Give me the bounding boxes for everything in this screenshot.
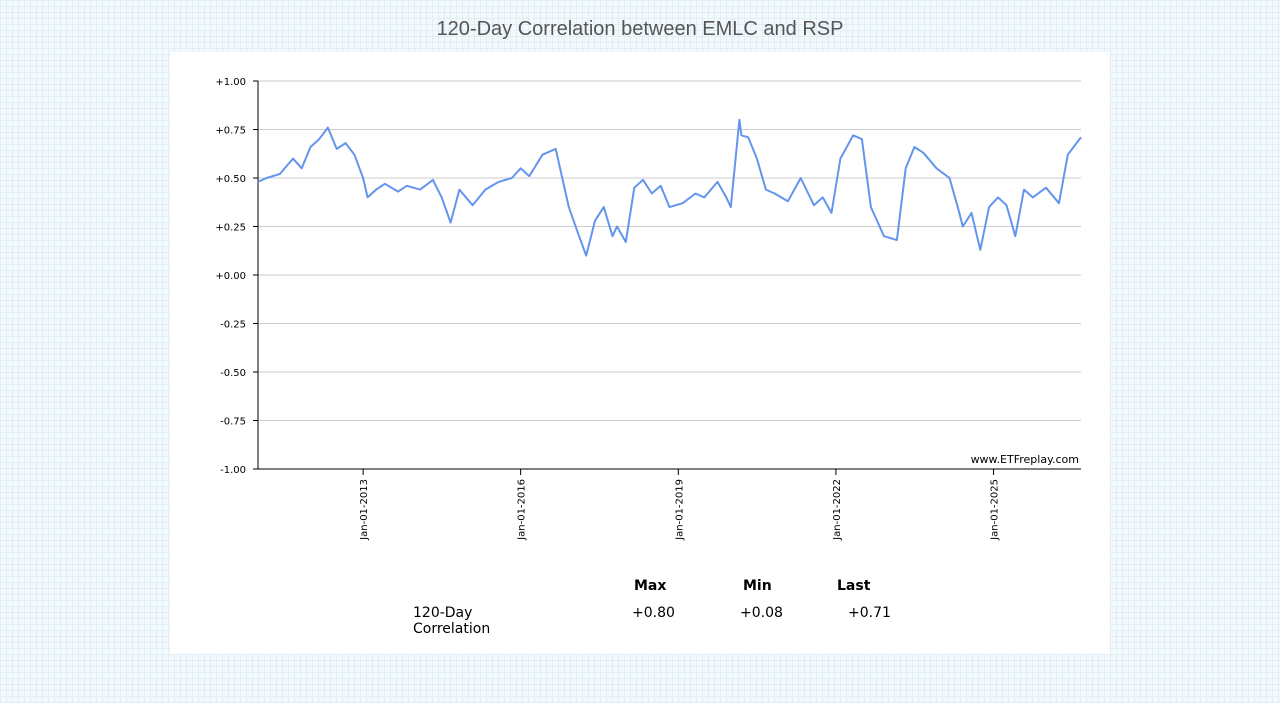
- chart-plot: +1.00 +0.75 +0.50 +0.25 +0.00 -0.25 -0.50 -0.75…: [215, 77, 1082, 541]
- y-tick-label: +0.75: [215, 126, 246, 137]
- x-tick-label: Jan-01-2019: [674, 479, 685, 541]
- x-tick-label: Jan-01-2013: [359, 479, 370, 541]
- stat-value-last: +0.71: [848, 605, 891, 621]
- y-tick-label: +0.00: [215, 271, 246, 282]
- chart-panel: +1.00 +0.75 +0.50 +0.25 +0.00 -0.25 -0.50 -0.75…: [170, 52, 1110, 654]
- y-tick-label: +0.50: [215, 174, 246, 185]
- x-tick-labels: Jan-01-2013 Jan-01-2016 Jan-01-2019 Jan-01-…: [359, 479, 1000, 541]
- watermark-text: www.ETFreplay.com: [971, 453, 1079, 466]
- page-title: 120-Day Correlation between EMLC and RSP: [436, 18, 844, 40]
- y-tick-label: +0.25: [215, 223, 246, 234]
- y-tick-label: -1.00: [220, 465, 246, 476]
- y-tick-labels: +1.00 +0.75 +0.50 +0.25 +0.00 -0.25 -0.50 -0.75…: [215, 77, 246, 476]
- x-tick-label: Jan-01-2022: [832, 479, 843, 541]
- series-layer: [257, 118, 1082, 257]
- stat-row-label: 120-Day Correlation: [413, 605, 491, 637]
- series-line-0: [257, 118, 1082, 257]
- y-tick-label: -0.50: [220, 368, 246, 379]
- x-tick-label: Jan-01-2025: [990, 479, 1001, 541]
- stat-value-max: +0.80: [632, 605, 675, 621]
- stat-header-min: Min: [743, 578, 772, 594]
- stat-header-last: Last: [837, 578, 871, 594]
- stat-value-min: +0.08: [740, 605, 783, 621]
- stat-header-max: Max: [634, 578, 667, 594]
- y-tick-label: -0.25: [220, 320, 246, 331]
- y-tick-label: -0.75: [220, 417, 246, 428]
- axes: [253, 80, 1081, 475]
- y-tick-label: +1.00: [215, 77, 246, 88]
- grid-lines: [258, 80, 1081, 470]
- x-tick-label: Jan-01-2016: [517, 479, 528, 541]
